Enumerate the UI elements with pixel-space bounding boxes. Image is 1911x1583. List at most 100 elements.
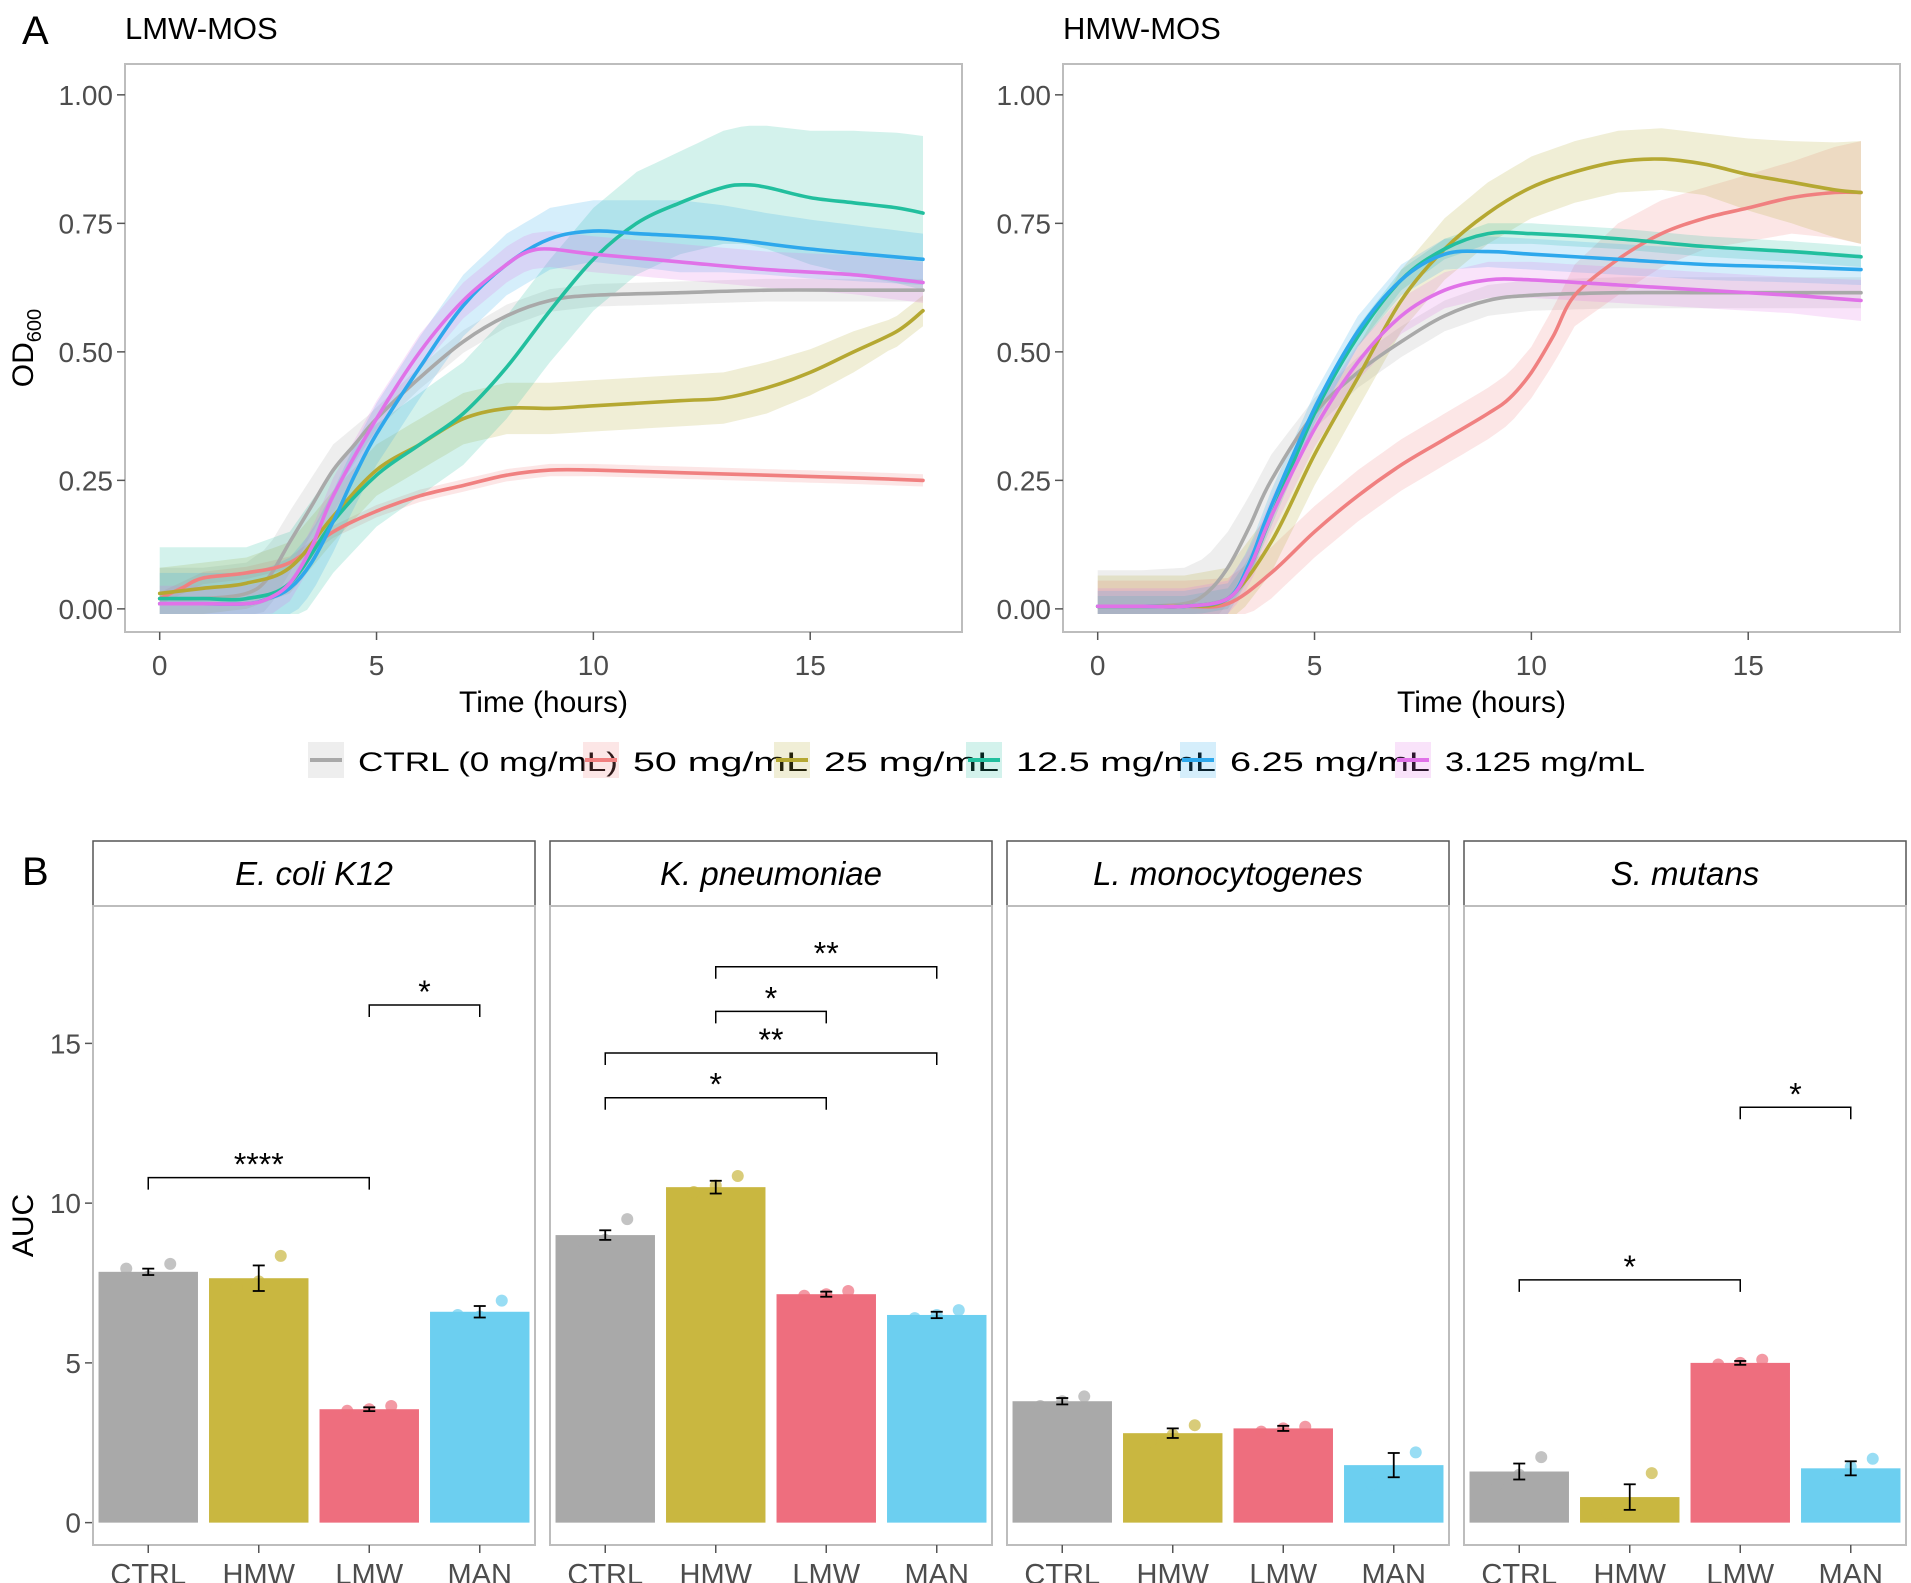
series-line bbox=[1095, 277, 1863, 609]
y-tick-label: 0.75 bbox=[59, 208, 114, 239]
data-point bbox=[1078, 1390, 1091, 1403]
facet-title: E. coli K12 bbox=[235, 855, 393, 892]
significance-bracket bbox=[147, 1176, 370, 1190]
plot-frame bbox=[1062, 63, 1901, 633]
chart-title: LMW-MOS bbox=[125, 11, 278, 46]
bar bbox=[887, 1314, 987, 1523]
series-line bbox=[1095, 190, 1863, 609]
significance-bracket bbox=[715, 1010, 827, 1024]
x-tick-label: HMW bbox=[223, 1559, 296, 1583]
data-point bbox=[230, 1281, 243, 1294]
x-tick-label: HMW bbox=[1594, 1559, 1667, 1583]
chart-title: HMW-MOS bbox=[1063, 11, 1221, 46]
series-line bbox=[157, 308, 925, 596]
panel-label-a: A bbox=[22, 9, 49, 53]
bar bbox=[209, 1278, 309, 1523]
facet-strip bbox=[92, 840, 536, 907]
x-tick-label: 10 bbox=[578, 650, 609, 681]
confidence-band bbox=[1097, 277, 1861, 614]
data-point bbox=[577, 1235, 590, 1248]
confidence-band bbox=[159, 200, 923, 614]
facet-title: K. pneumoniae bbox=[660, 855, 882, 892]
data-point bbox=[687, 1185, 700, 1198]
facet-title: L. monocytogenes bbox=[1093, 855, 1363, 892]
significance-label: **** bbox=[234, 1147, 284, 1183]
data-point bbox=[798, 1289, 811, 1302]
y-tick-label: 0.25 bbox=[997, 465, 1052, 496]
y-axis-label-subscript: 600 bbox=[24, 309, 46, 342]
facet-panel: S. mutans CTRL HMW LMW MAN * * bbox=[1463, 840, 1907, 1583]
series-lines bbox=[1095, 157, 1863, 609]
significance-bracket bbox=[715, 965, 938, 979]
confidence-band bbox=[159, 278, 923, 614]
significance-bracket bbox=[1739, 1106, 1852, 1120]
y-axis-label-main: OD bbox=[7, 342, 40, 387]
x-tick-label: 5 bbox=[1307, 650, 1323, 681]
data-point bbox=[1645, 1467, 1658, 1480]
plot-frame bbox=[92, 905, 536, 1546]
confidence-band bbox=[159, 231, 923, 614]
facet-panel: L. monocytogenes CTRL HMW LMW MAN bbox=[1006, 840, 1450, 1583]
growth-curve-chart-lmw: LMW-MOS 0.00 0.25 0.50 0.75 1.00 0 5 10 15 Time (h… bbox=[7, 11, 963, 719]
y-axis-label: AUC bbox=[7, 1194, 40, 1257]
y-tick-label: 0.25 bbox=[59, 465, 114, 496]
x-tick-label: 0 bbox=[1090, 650, 1106, 681]
data-point bbox=[908, 1312, 921, 1325]
data-point bbox=[1365, 1478, 1378, 1491]
data-point bbox=[952, 1304, 965, 1317]
significance-label: * bbox=[1789, 1076, 1801, 1112]
confidence-band bbox=[159, 125, 923, 614]
significance-label: * bbox=[765, 980, 777, 1016]
y-tick-label: 0.50 bbox=[59, 337, 114, 368]
confidence-band bbox=[1097, 141, 1861, 614]
significance-bracket bbox=[604, 1096, 827, 1110]
significance-label: * bbox=[418, 974, 430, 1010]
bar bbox=[776, 1294, 876, 1523]
series-line bbox=[1095, 290, 1863, 609]
x-tick-label: LMW bbox=[335, 1559, 403, 1583]
x-tick-label: HMW bbox=[1137, 1559, 1210, 1583]
y-axis-label: OD600 bbox=[7, 309, 46, 387]
bar bbox=[430, 1311, 530, 1523]
bar bbox=[555, 1235, 655, 1523]
significance-bracket bbox=[604, 1052, 938, 1065]
y-tick-label: 5 bbox=[65, 1348, 81, 1379]
x-tick-label: MAN bbox=[1362, 1559, 1426, 1583]
data-point bbox=[1601, 1507, 1614, 1520]
x-tick-label: 15 bbox=[795, 650, 826, 681]
series-line bbox=[157, 467, 925, 601]
y-tick-label: 1.00 bbox=[59, 80, 114, 111]
x-tick-label: HMW bbox=[680, 1559, 753, 1583]
series-line bbox=[157, 247, 925, 606]
y-tick-label: 0.75 bbox=[997, 208, 1052, 239]
significance-label: ** bbox=[759, 1022, 784, 1058]
confidence-band bbox=[1097, 128, 1861, 615]
legend-label: 3.125 mg/mL bbox=[1445, 747, 1645, 777]
confidence-band bbox=[159, 295, 923, 614]
data-point bbox=[1822, 1475, 1835, 1488]
bar bbox=[1012, 1401, 1112, 1523]
facet-title: S. mutans bbox=[1611, 855, 1760, 892]
x-tick-label: 0 bbox=[152, 650, 168, 681]
data-point bbox=[1255, 1425, 1268, 1438]
significance-bracket bbox=[1518, 1279, 1741, 1292]
data-point bbox=[1756, 1353, 1769, 1366]
bar bbox=[1233, 1428, 1333, 1523]
significance-label: * bbox=[710, 1067, 722, 1103]
bar bbox=[666, 1187, 766, 1523]
x-tick-label: MAN bbox=[1819, 1559, 1883, 1583]
bar bbox=[98, 1271, 198, 1523]
data-point bbox=[274, 1249, 287, 1262]
x-tick-label: LMW bbox=[1249, 1559, 1317, 1583]
y-tick-label: 0.00 bbox=[59, 594, 114, 625]
x-tick-label: 15 bbox=[1733, 650, 1764, 681]
plot-frame bbox=[1006, 905, 1450, 1546]
significance-bracket bbox=[368, 1004, 481, 1018]
data-point bbox=[1535, 1451, 1548, 1464]
facet-strip bbox=[549, 840, 993, 907]
legend: CTRL (0 mg/mL) 50 mg/mL 25 mg/mL 12.5 mg/mL… bbox=[308, 742, 1645, 778]
bar bbox=[1690, 1362, 1790, 1523]
